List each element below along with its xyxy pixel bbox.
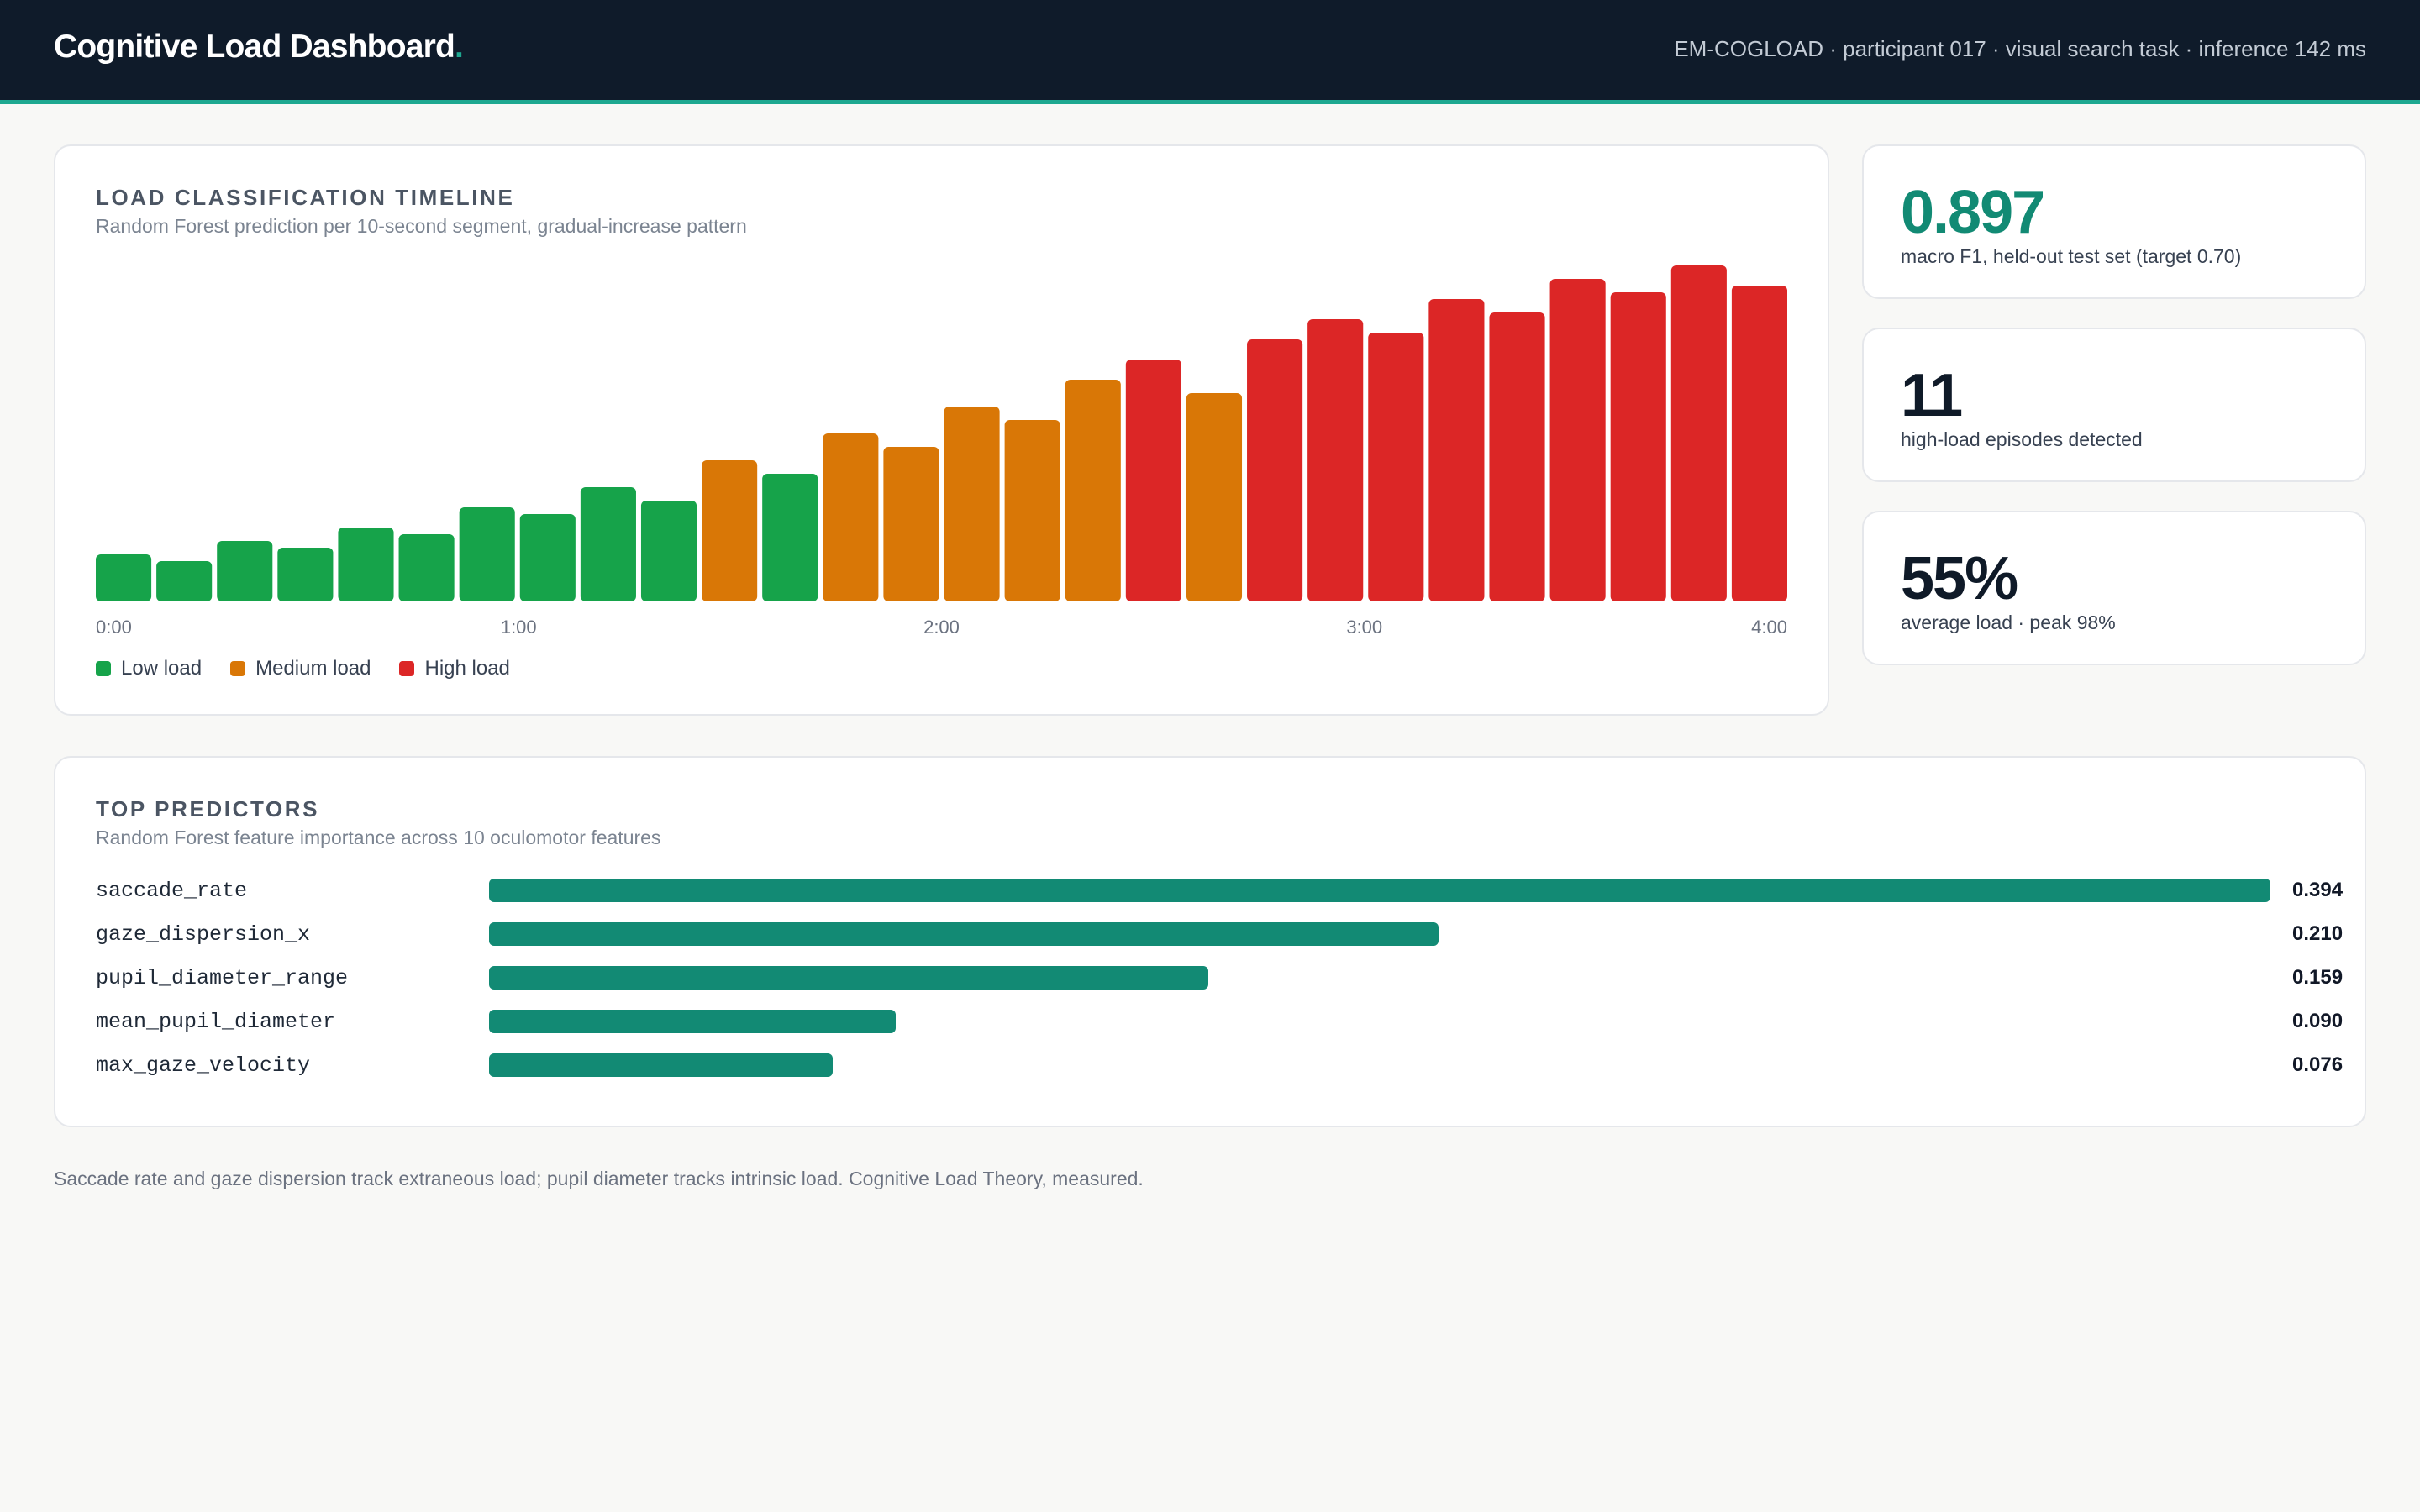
timeline-subtitle: Random Forest prediction per 10-second s… (96, 215, 747, 237)
legend-item-medium: Medium load (230, 657, 371, 680)
timeline-bar-high (1670, 265, 1727, 601)
predictors-subtitle: Random Forest feature importance across … (96, 827, 661, 848)
top-bar: Cognitive Load Dashboard. EM-COGLOAD · p… (0, 0, 2420, 104)
x-tick-label: 3:00 (1346, 617, 1382, 638)
timeline-bar-high (1610, 292, 1666, 601)
timeline-bar-low (217, 541, 273, 601)
timeline-bar-high (1489, 312, 1545, 601)
legend-item-high: High load (399, 657, 510, 680)
predictor-row: gaze_dispersion_x 0.210 (96, 917, 2348, 951)
x-tick-label: 2:00 (923, 617, 960, 638)
app-title: Cognitive Load Dashboard. (54, 29, 464, 65)
timeline-bar-low (338, 528, 394, 601)
x-tick-label: 4:00 (1751, 617, 1787, 638)
predictor-value: 0.159 (2292, 966, 2344, 989)
episodes-label: high-load episodes detected (1901, 428, 2143, 450)
timeline-bar-low (96, 554, 152, 601)
timeline-card: LOAD CLASSIFICATION TIMELINE Random Fore… (54, 144, 1829, 716)
timeline-bar-medium (702, 460, 758, 601)
stat-card-episodes: 11 high-load episodes detected (1862, 328, 2366, 482)
session-meta: EM-COGLOAD · participant 017 · visual se… (1674, 36, 2366, 61)
legend-swatch-medium (230, 661, 246, 676)
timeline-bar-low (277, 548, 334, 601)
f1-score-label: macro F1, held-out test set (target 0.70… (1901, 245, 2242, 267)
predictor-row: pupil_diameter_range 0.159 (96, 961, 2348, 995)
footnote: Saccade rate and gaze dispersion track e… (54, 1168, 1144, 1189)
timeline-bar-high (1125, 360, 1181, 601)
timeline-bar-low (459, 507, 515, 601)
x-tick-label: 1:00 (501, 617, 537, 638)
predictors-title: TOP PREDICTORS (96, 796, 320, 822)
load-timeline-chart: 0:00 1:00 2:00 3:00 4:00 (96, 255, 1787, 743)
predictor-bar-track (489, 1053, 2270, 1077)
timeline-bars-svg: 0:00 1:00 2:00 3:00 4:00 (96, 265, 1787, 638)
predictor-name: mean_pupil_diameter (96, 1010, 336, 1034)
timeline-bar-low (519, 514, 576, 601)
predictor-value: 0.210 (2292, 922, 2344, 945)
timeline-bar-low (398, 534, 455, 601)
predictor-bar (489, 966, 1208, 990)
predictor-value: 0.090 (2292, 1010, 2344, 1032)
predictor-bar (489, 1053, 833, 1077)
predictor-bar (489, 1010, 897, 1033)
legend-swatch-low (96, 661, 111, 676)
predictor-row: mean_pupil_diameter 0.090 (96, 1005, 2348, 1038)
timeline-bar-medium (1004, 420, 1060, 601)
timeline-bar-low (580, 487, 636, 601)
timeline-bar-medium (1186, 393, 1243, 601)
predictor-row: saccade_rate 0.394 (96, 874, 2348, 907)
predictor-value: 0.394 (2292, 879, 2344, 901)
stat-card-f1: 0.897 macro F1, held-out test set (targe… (1862, 144, 2366, 299)
timeline-bar-high (1368, 333, 1424, 601)
timeline-bar-low (762, 474, 818, 601)
predictor-bar (489, 879, 2270, 902)
timeline-bar-low (156, 561, 213, 601)
predictor-name: saccade_rate (96, 879, 248, 903)
timeline-title: LOAD CLASSIFICATION TIMELINE (96, 185, 515, 210)
timeline-bar-high (1428, 299, 1485, 601)
timeline-bar-low (640, 501, 697, 601)
episodes-value: 11 (1901, 362, 1963, 429)
predictor-bar-track (489, 966, 2270, 990)
timeline-bar-medium (944, 407, 1000, 601)
timeline-bar-high (1307, 319, 1364, 601)
predictor-bar-track (489, 922, 2270, 946)
average-load-value: 55% (1901, 545, 2018, 612)
predictor-bar (489, 922, 1439, 946)
timeline-bar-high (1247, 339, 1303, 601)
legend-item-low: Low load (96, 657, 202, 680)
predictor-name: pupil_diameter_range (96, 966, 349, 990)
title-accent-dot: . (455, 29, 464, 65)
timeline-bar-medium (883, 447, 939, 601)
f1-score-value: 0.897 (1901, 179, 2045, 246)
timeline-bar-medium (823, 433, 879, 601)
average-load-label: average load · peak 98% (1901, 612, 2116, 633)
timeline-bar-medium (1065, 380, 1121, 601)
legend-swatch-high (399, 661, 415, 676)
x-tick-label: 0:00 (96, 617, 132, 638)
chart-legend: Low load Medium load High load (96, 657, 510, 680)
predictor-value: 0.076 (2292, 1053, 2344, 1076)
predictor-bar-track (489, 879, 2270, 902)
predictor-row: max_gaze_velocity 0.076 (96, 1048, 2348, 1082)
timeline-bar-high (1549, 279, 1606, 601)
predictor-bar-track (489, 1010, 2270, 1033)
predictors-card: TOP PREDICTORS Random Forest feature imp… (54, 756, 2366, 1127)
timeline-bar-high (1731, 286, 1787, 601)
predictor-name: gaze_dispersion_x (96, 922, 311, 947)
stat-card-average: 55% average load · peak 98% (1862, 511, 2366, 665)
predictor-name: max_gaze_velocity (96, 1053, 311, 1078)
